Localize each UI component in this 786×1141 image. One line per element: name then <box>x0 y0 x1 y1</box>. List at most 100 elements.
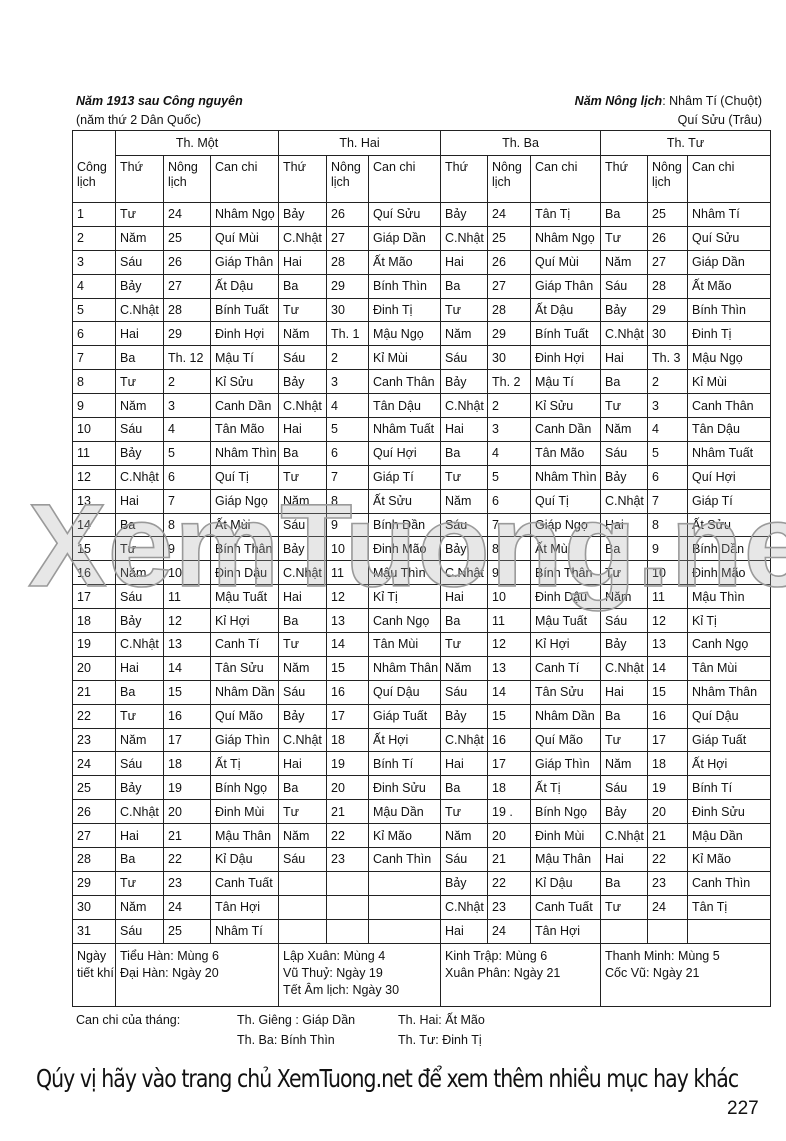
nong-lich-cell: 14 <box>647 655 688 681</box>
thu-cell: Năm <box>440 655 488 681</box>
thu-cell: Ba <box>115 679 164 705</box>
table-row: 2 Năm 25 Quí Mùi C.Nhật 27 Giáp Dần C.Nhật 25 Nhâ… <box>72 225 771 251</box>
nong-lich-cell: 15 <box>647 679 688 705</box>
nong-lich-cell: 8 <box>647 512 688 538</box>
thu-cell: Bảy <box>278 202 327 227</box>
thu-cell: Ba <box>600 536 648 562</box>
col-header-can-chi: Can chi <box>368 155 441 203</box>
can-chi-cell: Canh Thìn <box>368 847 441 872</box>
thu-cell: Bảy <box>600 799 648 825</box>
nong-lich-cell: 24 <box>163 894 211 920</box>
can-chi-thang-item: Th. Hai: Ất Mão <box>398 1013 485 1027</box>
tiet-khi-row: Ngày tiết khí Tiểu Hàn: Mùng 6 Đại Hàn: Ng… <box>72 942 771 1007</box>
corner-cell <box>72 130 116 156</box>
nong-lich-cell: 11 <box>163 584 211 610</box>
thu-cell: Tư <box>600 727 648 753</box>
can-chi-cell: Giáp Thân <box>530 273 601 299</box>
can-chi-cell: Nhâm Ngọ <box>210 202 279 227</box>
can-chi-cell: Nhâm Thân <box>368 655 441 681</box>
nong-lich-cell: 12 <box>163 608 211 634</box>
can-chi-cell: Quí Tị <box>530 488 601 514</box>
tiet-khi-entry: Kinh Trập: Mùng 6 <box>445 948 548 963</box>
thu-cell: Năm <box>278 488 327 514</box>
thu-cell: Ba <box>600 369 648 395</box>
nong-lich-cell: Th. 12 <box>163 345 211 371</box>
thu-cell: C.Nhật <box>278 393 327 419</box>
can-chi-cell: Nhâm Tuất <box>687 440 771 466</box>
thu-cell: Năm <box>278 823 327 849</box>
thu-cell: Hai <box>115 321 164 347</box>
can-chi-cell: Mậu Thìn <box>368 560 441 586</box>
thu-cell: Tư <box>600 560 648 586</box>
can-chi-cell: Bính Tí <box>368 751 441 777</box>
can-chi-cell: Kỉ Mùi <box>368 345 441 371</box>
cong-lich-day: 26 <box>72 799 116 825</box>
can-chi-cell: Mậu Dần <box>687 823 771 849</box>
page-number: 227 <box>727 1098 759 1119</box>
thu-cell: Năm <box>600 584 648 610</box>
nong-lich-cell: 21 <box>487 847 531 872</box>
table-row: 14 Ba 8 Ất Mùi Sáu 9 Bính Dần Sáu 7 Giáp Ngọ Hai 8 Ấ… <box>72 512 771 538</box>
table-row: 29 Tư 23 Canh Tuất Bảy 22 Kỉ Dậu Ba 23 Canh Thìn <box>72 870 771 896</box>
can-chi-cell: Canh Thân <box>368 369 441 395</box>
cong-lich-day: 1 <box>72 202 116 227</box>
month-header: Th. Hai <box>278 130 441 156</box>
table-row: 11 Bảy 5 Nhâm Thìn Ba 6 Quí Hợi Ba 4 Tân Mão Sáu 5 N… <box>72 440 771 466</box>
nong-lich-cell: Th. 2 <box>487 369 531 395</box>
can-chi-cell: Bính Tuất <box>210 297 279 323</box>
nong-lich-cell: 18 <box>487 775 531 801</box>
can-chi-cell: Ất Sửu <box>368 488 441 514</box>
thu-cell: Sáu <box>440 345 488 371</box>
nong-lich-cell: 3 <box>647 393 688 419</box>
can-chi-cell: Bính Dần <box>368 512 441 538</box>
thu-cell: C.Nhật <box>440 560 488 586</box>
can-chi-cell <box>687 918 771 944</box>
cong-lich-day: 13 <box>72 488 116 514</box>
nong-lich-cell: 3 <box>487 417 531 442</box>
thu-cell: Tư <box>115 703 164 729</box>
can-chi-cell: Ất Dậu <box>530 297 601 323</box>
thu-cell: Năm <box>115 225 164 251</box>
col-header-nong-lich: Nông lịch <box>647 155 688 203</box>
republic-year-subtitle: (năm thứ 2 Dân Quốc) <box>76 113 202 127</box>
thu-cell: Năm <box>440 823 488 849</box>
can-chi-cell: Giáp Ngọ <box>210 488 279 514</box>
lunar-year-title: Năm Nông lịch: Nhâm Tí (Chuột) <box>575 94 762 108</box>
can-chi-cell: Tân Hợi <box>210 894 279 920</box>
tiet-khi-cell: Lập Xuân: Mùng 4 Vũ Thuỷ: Ngày 19 Tết Âm l… <box>278 942 441 1007</box>
can-chi-cell <box>368 870 441 896</box>
can-chi-cell: Ất Hợi <box>368 727 441 753</box>
cong-lich-day: 8 <box>72 369 116 395</box>
tiet-khi-label: Ngày tiết khí <box>72 942 116 1007</box>
thu-cell: Sáu <box>115 249 164 275</box>
can-chi-cell: Mậu Thân <box>530 847 601 872</box>
thu-cell: Bảy <box>115 273 164 299</box>
can-chi-cell: Đinh Hợi <box>530 345 601 371</box>
can-chi-cell: Nhâm Dần <box>210 679 279 705</box>
thu-cell: C.Nhật <box>278 225 327 251</box>
table-row: 27 Hai 21 Mậu Thân Năm 22 Kỉ Mão Năm 20 Đinh Mùi C… <box>72 823 771 849</box>
thu-cell: Hai <box>440 751 488 777</box>
nong-lich-cell: 21 <box>326 799 369 825</box>
table-row: 18 Bảy 12 Kỉ Hợi Ba 13 Canh Ngọ Ba 11 Mậu Tuất Sáu… <box>72 608 771 634</box>
table-row: 31 Sáu 25 Nhâm Tí Hai 24 Tân Hợi <box>72 918 771 944</box>
nong-lich-cell: 27 <box>487 273 531 299</box>
col-header-can-chi: Can chi <box>210 155 279 203</box>
can-chi-cell: Tân Tị <box>687 894 771 920</box>
nong-lich-cell: 23 <box>326 847 369 872</box>
tiet-khi-cell: Kinh Trập: Mùng 6 Xuân Phân: Ngày 21 <box>440 942 601 1007</box>
thu-cell: Năm <box>115 894 164 920</box>
can-chi-cell: Ất Dậu <box>210 273 279 299</box>
thu-cell: Năm <box>600 417 648 442</box>
can-chi-cell: Giáp Tuất <box>368 703 441 729</box>
thu-cell: Sáu <box>440 512 488 538</box>
thu-cell: Ba <box>440 273 488 299</box>
nong-lich-cell: 20 <box>163 799 211 825</box>
thu-cell: Sáu <box>440 679 488 705</box>
tiet-khi-entry: Thanh Minh: Mùng 5 <box>605 948 720 963</box>
thu-cell: Bảy <box>440 202 488 227</box>
table-row: 28 Ba 22 Kỉ Dậu Sáu 23 Canh Thìn Sáu 21 Mậu Thân H… <box>72 847 771 872</box>
nong-lich-cell: 13 <box>647 632 688 657</box>
table-row: 7 Ba Th. 12 Mậu Tí Sáu 2 Kỉ Mùi Sáu 30 Đinh Hợi Ha… <box>72 345 771 371</box>
table-row: 30 Năm 24 Tân Hợi C.Nhật 23 Canh Tuất Tư 24 Tân T… <box>72 894 771 920</box>
